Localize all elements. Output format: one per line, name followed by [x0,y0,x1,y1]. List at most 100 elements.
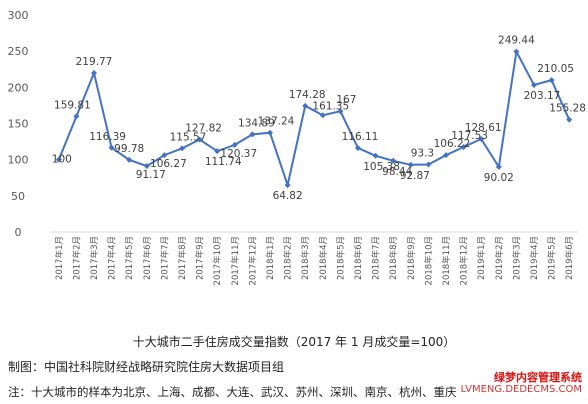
y-tick-label: 100 [8,154,29,167]
x-tick-label: 2019年4月 [529,236,540,280]
x-tick-label: 2017年4月 [107,236,118,280]
chart-title: 十大城市二手住房成交量指数（2017 年 1 月成交量=100） [132,335,456,349]
data-point [126,156,133,163]
data-point [73,113,80,120]
data-point [495,163,502,170]
data-point [196,136,203,143]
data-label: 105.38 [363,161,400,173]
data-label: 99.78 [114,143,144,155]
x-tick-label: 2019年1月 [476,236,487,280]
data-label: 219.77 [76,56,113,68]
data-label: 174.28 [289,89,326,101]
x-tick-label: 2018年3月 [300,236,311,280]
x-tick-label: 2018年11月 [441,236,452,285]
y-tick-label: 50 [11,190,25,203]
x-tick-label: 2017年5月 [124,236,135,280]
x-tick-label: 2018年4月 [318,236,329,280]
x-tick-label: 2019年3月 [511,236,522,280]
x-tick-label: 2017年7月 [159,236,170,280]
data-point [108,144,115,151]
data-label: 111.74 [205,156,242,168]
data-point [231,141,238,148]
data-point [531,82,537,89]
data-label: 167 [336,94,356,106]
data-point [372,152,379,159]
x-tick-label: 2017年3月 [89,236,100,280]
series-line [57,48,571,189]
data-point [284,182,291,189]
data-point [548,77,555,84]
y-tick-label: 150 [8,118,29,131]
data-label: 134.89 [238,117,275,129]
data-point [143,163,150,170]
data-point [319,112,326,119]
x-tick-label: 2017年9月 [195,236,206,280]
data-point [337,108,344,115]
x-tick-label: 2019年6月 [564,236,575,280]
data-label: 115.57 [170,131,207,143]
y-tick-label: 250 [8,45,29,58]
data-label: 106.22 [434,138,471,150]
data-point [566,116,573,123]
data-label: 249.44 [498,35,535,47]
data-label: 92.87 [400,170,430,182]
x-tick-label: 2017年12月 [247,236,258,285]
x-tick-label: 2017年6月 [142,236,153,280]
x-tick-label: 2017年1月 [54,236,65,280]
x-tick-label: 2018年12月 [459,236,470,285]
x-tick-label: 2018年5月 [335,236,346,280]
data-label: 120.37 [220,148,257,160]
line-chart: 0 50 100 150 200 250 300 2017年1月 2017年2月 2017年3月 2… [8,9,587,285]
x-tick-label: 2017年10月 [212,236,223,285]
x-tick-label: 2018年8月 [388,236,399,280]
data-point [478,135,485,142]
data-point [390,157,397,164]
data-label: 128.61 [465,122,502,134]
data-label: 117.53 [451,130,488,142]
x-tick-label: 2018年1月 [265,236,276,280]
data-label: 100 [52,154,72,166]
data-point [161,152,168,159]
y-tick-label: 0 [15,226,22,239]
data-point [179,145,185,152]
x-tick-label: 2018年9月 [406,236,417,280]
data-label: 161.35 [312,100,349,112]
data-label: 90.02 [484,172,514,184]
data-point [55,156,62,163]
x-tick-label: 2017年8月 [177,236,188,280]
x-tick-label: 2018年2月 [283,236,294,280]
x-tick-label: 2018年7月 [371,236,382,280]
data-point [355,145,361,152]
data-label: 127.82 [185,123,222,135]
data-point [91,70,97,77]
x-tick-label: 2017年11月 [230,236,241,285]
data-point [214,148,221,155]
data-label: 155.28 [549,103,586,115]
data-point [443,152,449,159]
data-label: 106.27 [150,158,187,170]
watermark-title: 绿梦内容管理系统 [494,371,582,384]
y-tick-label: 200 [8,81,29,94]
data-label: 203.17 [524,90,561,102]
x-tick-label: 2018年10月 [423,236,434,285]
data-label: 98.44 [382,166,412,178]
chart-credit: 制图：中国社科院财经战略研究院住房大数据项目组 [8,360,285,374]
data-point [407,161,414,168]
data-label: 210.05 [537,63,574,75]
data-point [249,131,256,138]
data-point [267,129,273,136]
data-label: 116.11 [342,131,379,143]
data-label: 93.3 [411,148,434,160]
data-label: 159.81 [54,99,91,111]
y-tick-label: 300 [8,9,29,22]
data-point [425,161,432,168]
x-tick-label: 2018年6月 [353,236,364,280]
watermark-url: LVMENG.DEDECMS.COM [460,384,582,395]
data-point [302,102,309,109]
data-label: 91.17 [136,169,166,181]
x-tick-label: 2019年2月 [494,236,505,280]
data-point [513,48,520,55]
data-label: 116.39 [89,131,126,143]
x-tick-label: 2019年5月 [547,236,558,280]
chart-note: 注：十大城市的样本为北京、上海、成都、大连、武汉、苏州、深圳、南京、杭州、重庆 [8,385,457,399]
